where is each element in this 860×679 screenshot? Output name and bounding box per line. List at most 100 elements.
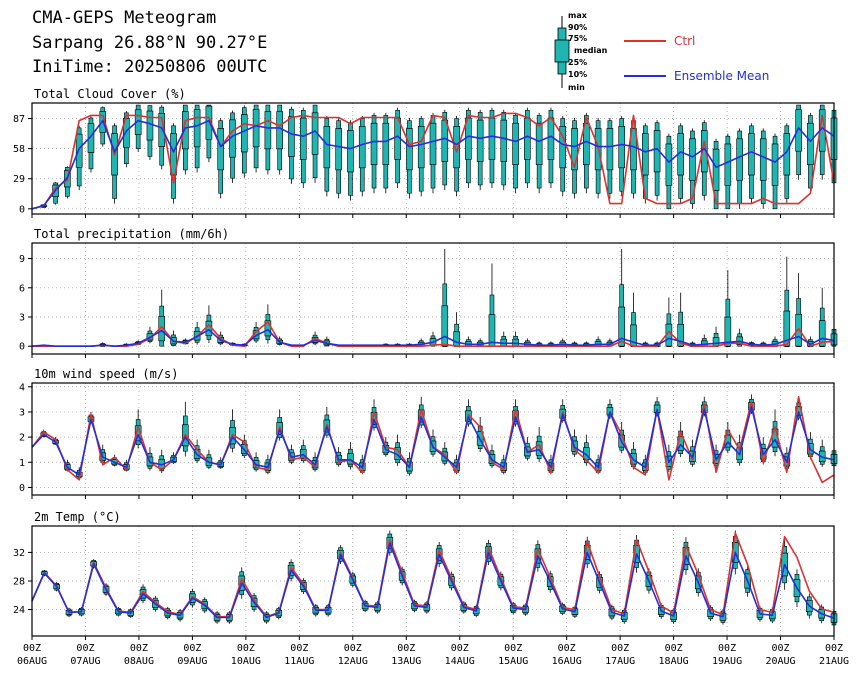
box-upper-tail [159, 106, 165, 114]
box-lower-tail [473, 613, 479, 616]
box-lower-tail [265, 148, 271, 171]
box-upper-tail [300, 109, 306, 119]
box-upper-tail [183, 415, 188, 426]
box-lower-tail [241, 151, 247, 174]
box-upper-tail [194, 327, 200, 332]
box-body [512, 122, 519, 166]
box-lower-tail [819, 150, 825, 175]
box-lower-tail [183, 148, 188, 171]
box-lower-tail [737, 459, 742, 464]
y-tick-label: 28 [13, 577, 25, 588]
box-upper-tail [348, 448, 353, 454]
box-upper-tail [277, 104, 282, 112]
box-upper-tail [265, 104, 271, 112]
box-lower-tail [572, 614, 578, 617]
box-lower-tail [424, 609, 430, 613]
box-upper-tail [796, 298, 801, 315]
box-upper-tail [159, 305, 165, 317]
box-lower-tail [241, 453, 247, 457]
box-lower-tail [218, 169, 224, 194]
box-upper-tail [312, 104, 318, 114]
box-body [759, 138, 767, 181]
box-lower-tail [264, 619, 269, 623]
y-tick-label: 1 [19, 458, 25, 469]
box-lower-tail [607, 169, 613, 194]
box-upper-tail [442, 447, 448, 453]
box-upper-tail [819, 446, 825, 452]
box-upper-tail [436, 545, 442, 550]
box-lower-tail [313, 612, 319, 616]
box-body [736, 138, 743, 181]
box-upper-tail [206, 454, 212, 459]
box-upper-tail [153, 597, 158, 601]
box-upper-tail [760, 130, 766, 140]
x-tick-label-time: 00Z [130, 643, 148, 654]
box-lower-tail [725, 446, 731, 451]
box-upper-tail [560, 405, 566, 410]
box-upper-tail [265, 314, 271, 322]
x-tick-label-time: 00Z [237, 643, 255, 654]
legend-box-label: min [568, 83, 585, 92]
box-lower-tail [442, 345, 448, 348]
box-upper-tail [324, 414, 330, 421]
ctrl-line [31, 112, 835, 210]
box-lower-tail [41, 206, 47, 208]
box-upper-tail [666, 135, 672, 145]
box-lower-tail [666, 345, 672, 348]
box-upper-tail [572, 436, 577, 442]
box-lower-tail [147, 465, 153, 469]
box-upper-tail [654, 122, 660, 131]
box-lower-tail [523, 612, 528, 615]
box-upper-tail [194, 104, 200, 110]
box-upper-tail [230, 112, 235, 121]
box-lower-tail [325, 612, 331, 616]
box-upper-tail [642, 125, 648, 134]
box-lower-tail [124, 147, 129, 164]
box-body [358, 126, 366, 169]
box-lower-tail [336, 169, 341, 194]
box-lower-tail [701, 171, 707, 196]
ensemble-mean-line [31, 542, 835, 619]
box-body [724, 143, 732, 186]
x-tick-label-time: 00Z [665, 643, 683, 654]
box-lower-tail [312, 342, 318, 345]
x-tick-label-date: 20AUG [765, 656, 795, 667]
box-upper-tail [239, 571, 245, 577]
box-lower-tail [194, 339, 200, 343]
box-upper-tail [584, 442, 589, 448]
box-lower-tail [383, 452, 389, 456]
x-tick-label-time: 00Z [290, 643, 308, 654]
box-lower-tail [206, 335, 212, 340]
box-upper-tail [678, 311, 683, 325]
box-lower-tail [658, 614, 664, 618]
box-body [406, 128, 413, 171]
box-upper-tail [631, 312, 636, 326]
box-lower-tail [407, 169, 412, 194]
x-tick-label-date: 14AUG [445, 656, 475, 667]
box-lower-tail [782, 575, 787, 584]
box-lower-tail [218, 466, 224, 469]
box-lower-tail [430, 451, 436, 455]
y-tick-label: 0 [19, 342, 25, 353]
box-upper-tail [241, 107, 247, 115]
x-tick-label-date: 09AUG [177, 656, 207, 667]
box-lower-tail [336, 462, 341, 466]
x-tick-label-date: 18AUG [659, 656, 689, 667]
box-lower-tail [489, 463, 495, 467]
box-lower-tail [796, 345, 801, 348]
box-upper-tail [808, 115, 813, 124]
box-upper-tail [395, 442, 400, 448]
x-tick-label-time: 00Z [558, 643, 576, 654]
box-lower-tail [430, 164, 436, 189]
x-tick-label-date: 21AUG [819, 656, 849, 667]
y-tick-label: 9 [19, 254, 25, 265]
box-lower-tail [725, 345, 731, 348]
box-lower-tail [159, 340, 165, 347]
x-tick-label-time: 00Z [76, 643, 94, 654]
box-lower-tail [770, 618, 775, 622]
y-tick-label: 0 [19, 483, 25, 494]
box-upper-tail [784, 125, 790, 134]
y-tick-label: 3 [19, 407, 25, 418]
box-lower-tail [227, 619, 232, 623]
legend-box-label: median [574, 46, 608, 55]
